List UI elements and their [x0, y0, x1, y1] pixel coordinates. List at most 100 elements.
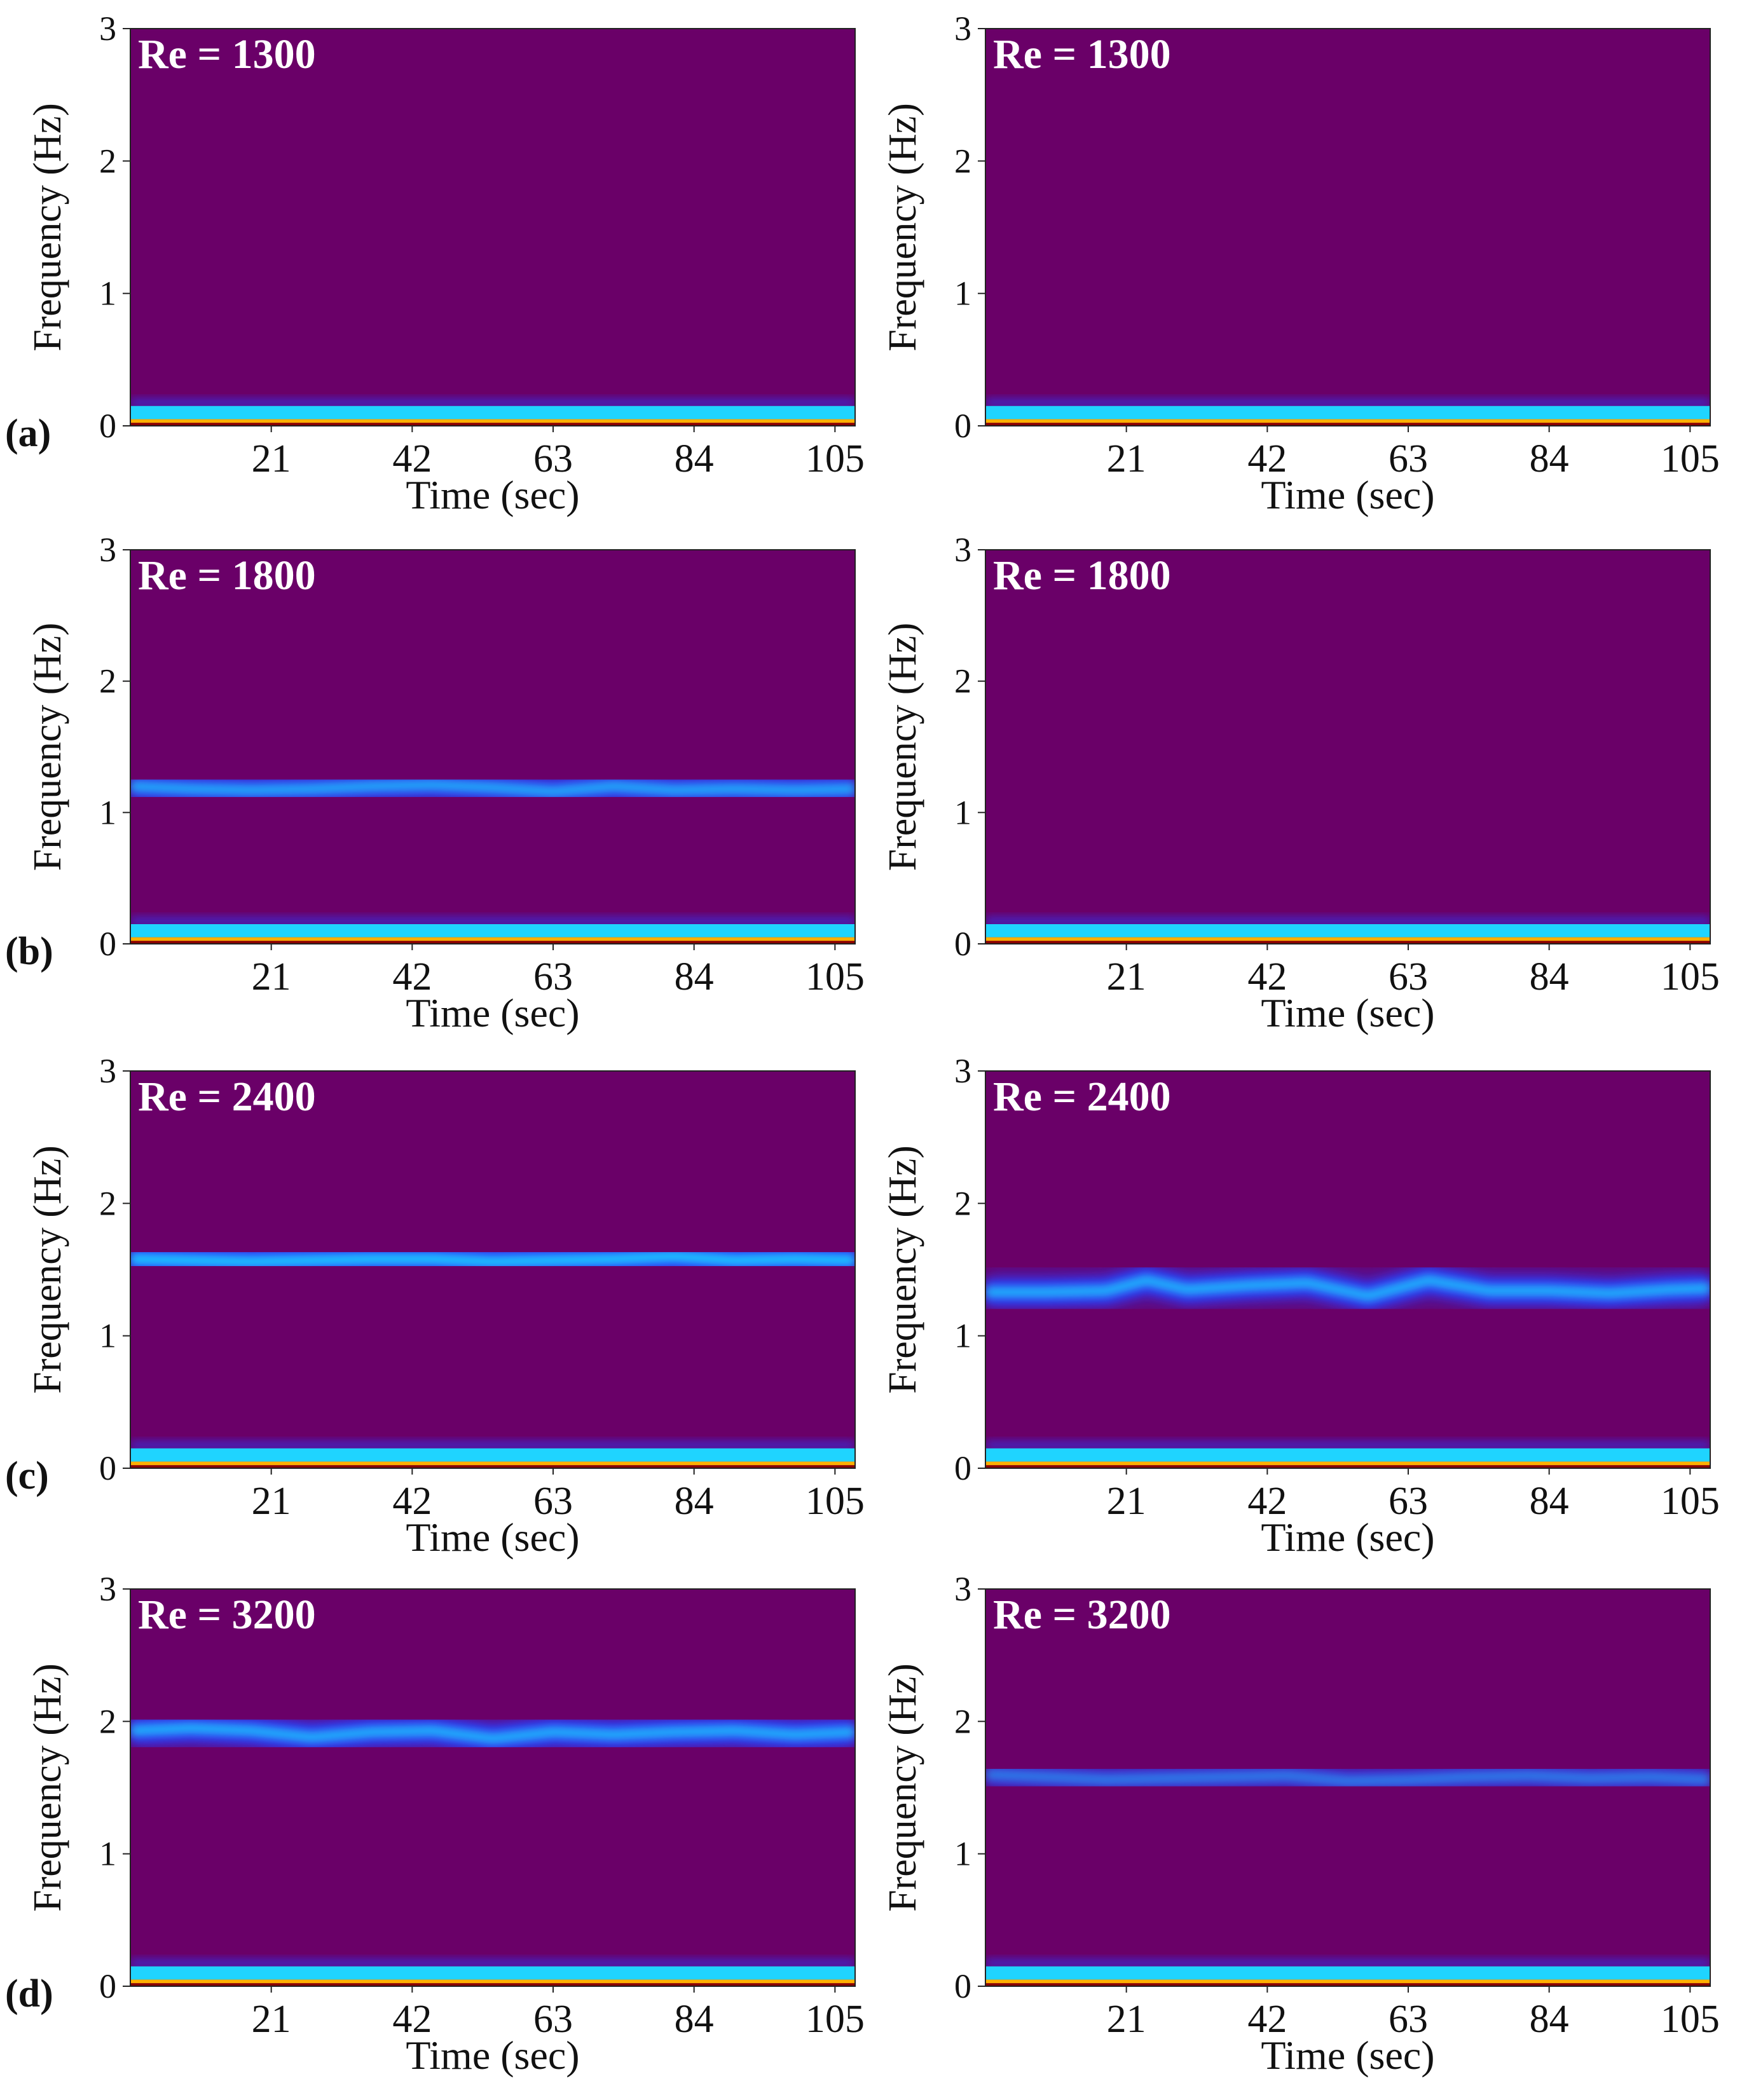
- x-tick-label: 42: [1247, 955, 1287, 999]
- low-frequency-hot: [985, 1979, 1710, 1984]
- y-tick-label: 1: [99, 1835, 116, 1873]
- spectrogram-panel: 0 1 2 3 21 42 63 84 105 Time (sec) Frequency (Hz) R…: [5, 1052, 865, 1560]
- x-axis-label: Time (sec): [1261, 1515, 1434, 1560]
- low-frequency-halo: [985, 1960, 1710, 1967]
- y-axis-label: Frequency (Hz): [881, 103, 924, 351]
- plot-frame: [985, 1588, 1711, 1987]
- low-frequency-halo: [130, 1960, 855, 1967]
- reynolds-annotation: Re = 1800: [993, 552, 1171, 599]
- x-tick-label: 21: [252, 955, 291, 999]
- x-tick-label: 84: [1530, 955, 1569, 999]
- spectrogram-panel: 0 1 2 3 21 42 63 84 105 Time (sec) Frequency (Hz) R…: [881, 1052, 1720, 1560]
- spectrogram-panel: 0 1 2 3 21 42 63 84 105 Time (sec) Frequency (Hz) R…: [881, 1570, 1720, 2078]
- low-frequency-dark: [985, 941, 1710, 944]
- spectrogram-panel: 0 1 2 3 21 42 63 84 105 Time (sec) Frequency (Hz) R…: [881, 10, 1720, 517]
- x-tick-label: 42: [392, 437, 432, 481]
- y-axis-label: Frequency (Hz): [26, 103, 69, 351]
- y-tick-label: 1: [99, 275, 116, 313]
- x-tick-label: 105: [806, 955, 865, 999]
- y-tick-label: 3: [954, 1052, 971, 1090]
- y-axis-label: Frequency (Hz): [881, 623, 924, 871]
- band-core: [985, 1275, 1710, 1302]
- low-frequency-cyan: [985, 1448, 1710, 1462]
- x-tick-label: 42: [392, 1998, 432, 2041]
- y-tick-label: 3: [954, 1570, 971, 1608]
- x-tick-label: 84: [675, 1998, 714, 2041]
- reynolds-annotation: Re = 1800: [138, 552, 316, 599]
- y-tick-label: 1: [99, 793, 116, 831]
- low-frequency-cyan: [985, 406, 1710, 419]
- x-tick-label: 105: [1661, 1998, 1720, 2041]
- low-frequency-hot: [130, 1979, 855, 1984]
- y-tick-label: 0: [99, 1967, 116, 2005]
- low-frequency-cyan: [130, 406, 855, 419]
- y-tick-label: 2: [99, 142, 116, 180]
- plot-background: [130, 550, 855, 944]
- y-tick-label: 3: [99, 1052, 116, 1090]
- plot-frame: [985, 549, 1711, 944]
- spectrogram-panel: 0 1 2 3 21 42 63 84 105 Time (sec) Frequency (Hz) R…: [5, 531, 865, 1035]
- x-tick-label: 42: [1247, 1480, 1287, 1523]
- x-tick-label: 21: [252, 437, 291, 481]
- y-tick-label: 2: [954, 1184, 971, 1222]
- low-frequency-halo: [130, 917, 855, 924]
- plot-background: [130, 29, 855, 426]
- y-tick-label: 1: [954, 793, 971, 831]
- x-tick-label: 42: [1247, 437, 1287, 481]
- y-tick-label: 2: [954, 142, 971, 180]
- x-tick-label: 21: [252, 1480, 291, 1523]
- y-axis-label: Frequency (Hz): [881, 1145, 924, 1394]
- y-tick-label: 0: [954, 1967, 971, 2005]
- x-tick-label: 42: [392, 955, 432, 999]
- x-axis-label: Time (sec): [406, 1515, 579, 1560]
- plot-frame: [130, 1070, 856, 1469]
- x-tick-label: 63: [1389, 1998, 1428, 2041]
- x-tick-label: 21: [252, 1998, 291, 2041]
- x-axis-label: Time (sec): [406, 472, 579, 517]
- row-label: (b): [5, 930, 53, 973]
- low-frequency-cyan: [130, 924, 855, 938]
- row-label: (a): [5, 412, 51, 455]
- x-tick-label: 21: [1107, 955, 1146, 999]
- low-frequency-cyan: [130, 1448, 855, 1462]
- x-tick-label: 105: [806, 1480, 865, 1523]
- y-tick-label: 2: [954, 662, 971, 700]
- x-axis-label: Time (sec): [406, 2033, 579, 2078]
- y-tick-label: 3: [954, 10, 971, 48]
- low-frequency-halo: [985, 399, 1710, 406]
- plot-frame: [130, 1588, 856, 1987]
- low-frequency-hot: [985, 419, 1710, 423]
- row-label: (d): [5, 1972, 53, 2015]
- reynolds-annotation: Re = 3200: [993, 1592, 1171, 1638]
- band-core: [130, 1722, 855, 1744]
- reynolds-annotation: Re = 1300: [993, 31, 1171, 78]
- band-core: [130, 780, 855, 797]
- plot-background: [130, 1589, 855, 1986]
- low-frequency-cyan: [130, 1966, 855, 1980]
- x-tick-label: 105: [1661, 955, 1720, 999]
- plot-frame: [130, 549, 856, 944]
- y-axis-label: Frequency (Hz): [26, 1145, 69, 1394]
- x-tick-label: 63: [533, 1480, 573, 1523]
- y-axis-label: Frequency (Hz): [26, 623, 69, 871]
- plot-background: [985, 29, 1710, 426]
- reynolds-annotation: Re = 2400: [993, 1074, 1171, 1120]
- x-tick-label: 63: [1389, 1480, 1428, 1523]
- low-frequency-halo: [130, 399, 855, 406]
- low-frequency-hot: [130, 1461, 855, 1466]
- y-tick-label: 1: [954, 1835, 971, 1873]
- reynolds-annotation: Re = 3200: [138, 1592, 316, 1638]
- spectrogram-panel: 0 1 2 3 21 42 63 84 105 Time (sec) Frequency (Hz) R…: [5, 10, 865, 517]
- reynolds-annotation: Re = 1300: [138, 31, 316, 78]
- x-tick-label: 84: [1530, 437, 1569, 481]
- y-tick-label: 0: [99, 1449, 116, 1487]
- y-tick-label: 3: [99, 531, 116, 569]
- x-tick-label: 105: [806, 1998, 865, 2041]
- spectrogram-panel: 0 1 2 3 21 42 63 84 105 Time (sec) Frequency (Hz) R…: [5, 1570, 865, 2078]
- y-tick-label: 1: [954, 1317, 971, 1355]
- x-tick-label: 21: [1107, 1998, 1146, 2041]
- plot-frame: [130, 28, 856, 426]
- low-frequency-hot: [985, 1461, 1710, 1466]
- low-frequency-cyan: [985, 924, 1710, 938]
- y-tick-label: 3: [954, 531, 971, 569]
